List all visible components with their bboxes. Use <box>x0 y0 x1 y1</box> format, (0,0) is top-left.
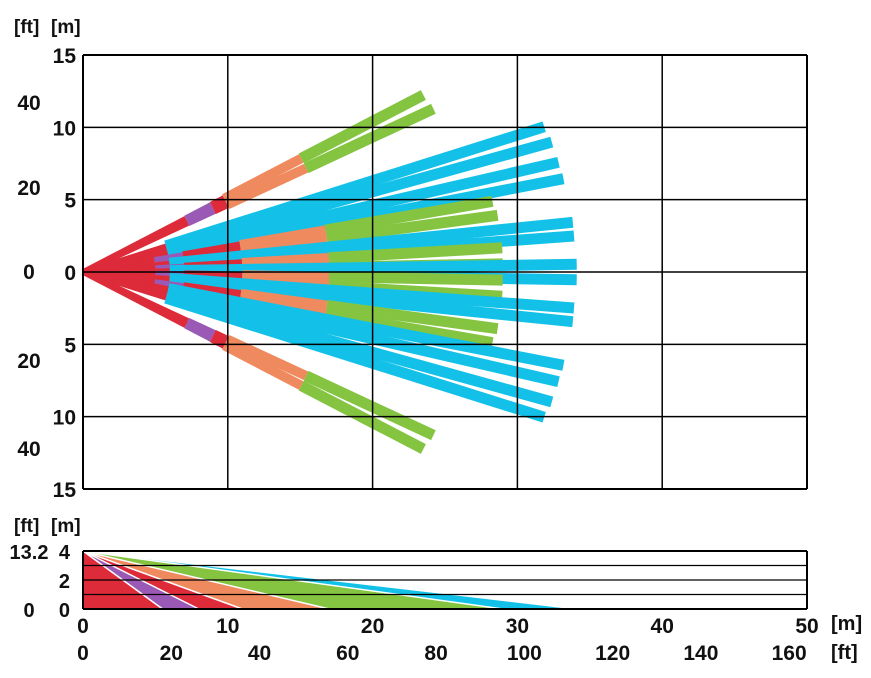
beam-11-band-orange-4 <box>241 253 330 268</box>
beam-25-band-green-5 <box>303 370 436 441</box>
beam-2-band-purple-2 <box>186 207 216 227</box>
x-tick-ft: 160 <box>772 642 807 665</box>
beam-22-band-blue-2 <box>166 286 560 388</box>
side-y-tick-m: 2 <box>59 571 70 593</box>
x-tick-m: 40 <box>651 615 674 638</box>
top-y-tick-m: 15 <box>53 45 77 68</box>
beam-26-band-red-1 <box>81 269 188 328</box>
beam-19-band-green-5 <box>326 299 499 335</box>
x-tick-m: 10 <box>216 615 239 638</box>
beam-2 <box>81 103 436 275</box>
x-tick-ft: 60 <box>336 642 359 665</box>
beam-1-band-purple-2 <box>184 202 213 222</box>
beam-19-band-orange-4 <box>240 288 328 311</box>
beam-15-band-orange-4 <box>242 270 330 282</box>
beam-24-band-blue-2 <box>164 292 546 423</box>
side-ft-unit-label: [ft] <box>14 516 39 537</box>
beam-7-band-green-5 <box>324 195 494 236</box>
top-y-tick-ft: 20 <box>17 177 40 200</box>
top-y-tick-m: 10 <box>53 117 76 140</box>
top-y-tick-m: 0 <box>64 262 76 285</box>
beam-15-band-green-5 <box>328 271 503 286</box>
x-tick-m: 50 <box>795 615 818 638</box>
x-ticks-ft: 0 20 40 60 80 100 120 140 160 <box>77 642 807 665</box>
beam-25-band-orange-4 <box>225 334 309 381</box>
side-y-tick-m: 4 <box>59 542 71 564</box>
top-y-tick-ft: 40 <box>17 92 40 115</box>
beam-2-band-red-3 <box>212 201 229 215</box>
x-tick-m: 0 <box>77 615 89 638</box>
top-y-tick-m: 5 <box>64 334 76 357</box>
side-view-grid <box>82 550 808 610</box>
beam-2-band-orange-4 <box>225 163 309 210</box>
beam-19-band-red-3 <box>182 282 242 298</box>
top-m-unit-label: [m] <box>51 17 81 38</box>
x-tick-ft: 80 <box>424 642 447 665</box>
top-y-tick-m: 10 <box>53 407 76 430</box>
top-y-tick-m: 15 <box>53 479 77 502</box>
x-tick-ft: 120 <box>595 642 630 665</box>
side-y-tick-m: 0 <box>59 600 70 622</box>
beam-26-band-purple-2 <box>184 322 213 342</box>
x-tick-m: 30 <box>506 615 529 638</box>
top-y-tick-m: 5 <box>64 190 76 213</box>
top-ft-unit-label: [ft] <box>14 17 39 38</box>
beam-4-band-blue-2 <box>165 136 554 255</box>
side-y-tick-ft: 0 <box>23 600 34 622</box>
side-y-ticks-ft: 13.20 <box>10 542 49 622</box>
beam-25-band-red-3 <box>212 329 229 343</box>
top-y-tick-ft: 40 <box>17 438 40 461</box>
beam-20-band-green-5 <box>324 308 494 349</box>
beam-18-band-blue-2 <box>168 275 574 328</box>
beam-8-band-orange-4 <box>240 233 328 256</box>
beam-7-band-orange-4 <box>239 225 327 250</box>
beam-2-band-green-5 <box>303 103 436 174</box>
beam-26-band-orange-4 <box>222 341 304 390</box>
side-m-unit-label: [m] <box>51 516 81 537</box>
top-y-ticks-ft: 40 20 0 20 40 <box>17 92 40 461</box>
x-tick-m: 20 <box>361 615 384 638</box>
side-y-tick-ft: 13.2 <box>10 542 49 564</box>
x-ft-unit-label: [ft] <box>831 642 858 664</box>
beam-7-band-red-3 <box>182 241 241 259</box>
beam-7-band-purple-2 <box>153 252 184 263</box>
top-y-ticks-m: 15 10 5 0 5 10 15 <box>53 45 77 502</box>
top-y-tick-ft: 20 <box>17 350 40 373</box>
x-tick-ft: 0 <box>77 642 89 665</box>
beam-11-band-green-5 <box>328 242 503 264</box>
top-view-beams <box>81 90 577 454</box>
x-tick-ft: 100 <box>507 642 542 665</box>
x-ticks-m: 0 10 20 30 40 50 <box>77 615 819 638</box>
beam-1-band-orange-4 <box>222 154 304 203</box>
x-tick-ft: 40 <box>248 642 271 665</box>
beam-2-band-red-1 <box>81 220 190 275</box>
top-view-grid <box>82 54 808 490</box>
beam-8-band-green-5 <box>326 209 499 245</box>
side-y-ticks-m: 4 2 0 <box>59 542 71 622</box>
x-m-unit-label: [m] <box>831 613 862 635</box>
beam-25-band-purple-2 <box>186 317 216 337</box>
x-tick-ft: 140 <box>683 642 718 665</box>
top-y-tick-ft: 0 <box>23 261 35 284</box>
x-tick-ft: 20 <box>160 642 183 665</box>
beam-15-band-red-3 <box>184 270 243 279</box>
